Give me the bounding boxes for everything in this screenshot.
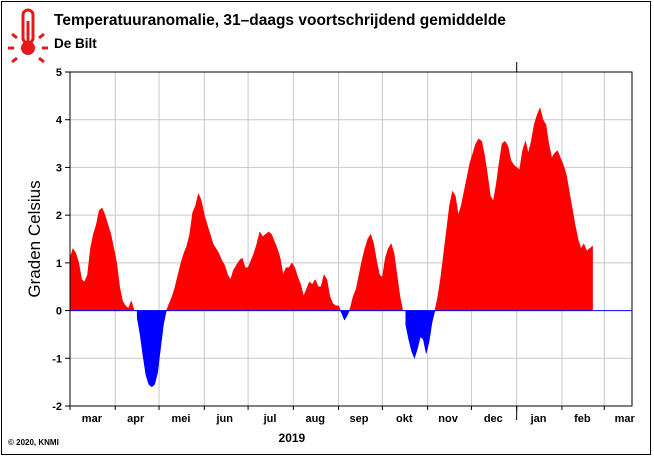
negative-anomaly-area [136, 310, 167, 388]
x-tick-label: mei [171, 413, 190, 425]
x-axis-label: 2019 [279, 431, 306, 445]
x-tick-label: okt [396, 413, 413, 425]
y-tick-label: 4 [56, 115, 63, 127]
negative-anomaly-area [340, 310, 350, 321]
x-tick-label: jul [263, 413, 277, 425]
x-tick-label: jan [530, 413, 547, 425]
x-tick-label: mar [82, 413, 103, 425]
x-tick-label: apr [127, 413, 145, 425]
x-tick-label: sep [350, 413, 369, 425]
x-tick-label: nov [438, 413, 458, 425]
plot-border [69, 71, 633, 407]
thermometer-icon [8, 8, 48, 64]
y-tick-label: 5 [56, 67, 62, 79]
x-tick-label: mar [615, 413, 636, 425]
y-tick-label: 0 [56, 306, 62, 318]
chart-title: Temperatuuranomalie, 31–daags voortschri… [54, 12, 506, 29]
y-tick-label: 1 [56, 258, 62, 270]
x-tick-label: jun [215, 413, 233, 425]
x-tick-label: dec [484, 413, 503, 425]
negative-anomaly-area [405, 310, 436, 360]
x-tick-label: feb [574, 413, 591, 425]
positive-anomaly-area [69, 207, 138, 311]
copyright-notice: © 2020, KNMI [8, 438, 59, 447]
y-tick-label: 3 [56, 162, 62, 174]
x-tick-label: aug [305, 413, 325, 425]
chart-subtitle: De Bilt [54, 36, 97, 51]
y-tick-label: 2 [56, 210, 62, 222]
y-axis-label: Graden Celsius [25, 180, 44, 297]
positive-anomaly-area [434, 106, 593, 311]
positive-anomaly-area [165, 192, 341, 311]
positive-anomaly-area [348, 233, 406, 311]
y-tick-label: -2 [52, 401, 62, 413]
y-tick-label: -1 [52, 353, 62, 365]
